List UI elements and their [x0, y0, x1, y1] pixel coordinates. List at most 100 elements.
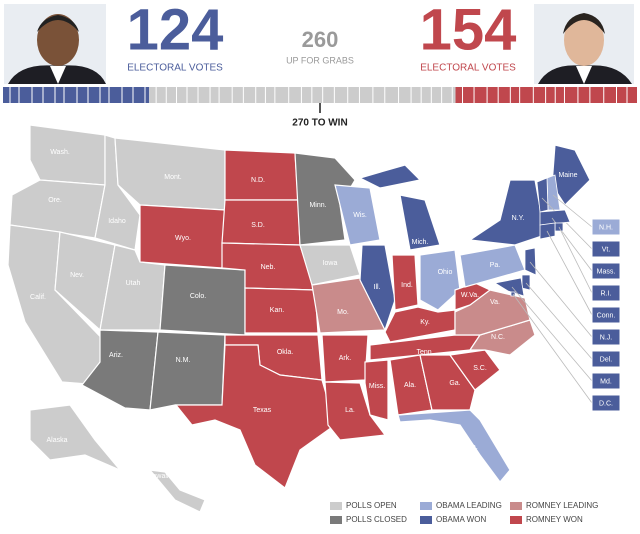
legend-swatch [510, 502, 522, 510]
state-label: Conn. [597, 312, 616, 319]
legend-label: ROMNEY WON [526, 515, 583, 524]
state-label: Ark. [339, 355, 352, 362]
state-label: Calif. [30, 294, 46, 301]
state-shape [384, 306, 456, 343]
callout-box [591, 218, 621, 236]
callout-line [546, 230, 593, 316]
state-label: Ga. [449, 380, 460, 387]
state-shape [148, 469, 206, 513]
state-label: W.Va. [461, 292, 479, 299]
state-label: Iowa [323, 260, 338, 267]
state-label: Utah [126, 280, 141, 287]
state-label: Ariz. [109, 352, 123, 359]
undecided-votes: 260 [302, 27, 339, 52]
state-shape [334, 184, 381, 246]
state-label: Wyo. [175, 235, 191, 242]
state-label: N.C. [491, 334, 505, 341]
callout-box [591, 284, 621, 302]
state-label: Wis. [353, 212, 367, 219]
state-label: Colo. [190, 293, 206, 300]
callout-box [591, 328, 621, 346]
legend-label: ROMNEY LEADING [526, 501, 598, 510]
legend-swatch [330, 502, 342, 510]
state-label: Ind. [401, 282, 413, 289]
state-shape [224, 149, 299, 201]
callout-box [591, 306, 621, 324]
state-label: S.C. [473, 365, 487, 372]
state-shape [399, 194, 441, 251]
legend-label: POLLS CLOSED [346, 515, 407, 524]
legend: POLLS OPEN POLLS CLOSED OBAMA LEADING OBAMA… [330, 501, 598, 524]
state-label: N.D. [251, 177, 265, 184]
state-label: Wash. [50, 149, 70, 156]
callout-line [525, 282, 593, 360]
state-shape [524, 247, 537, 276]
callout-box [591, 262, 621, 280]
obama-votes-label: ELECTORAL VOTES [127, 63, 223, 74]
state-label: La. [345, 407, 355, 414]
state-label: Maine [558, 172, 577, 179]
state-label: Mass. [597, 268, 616, 275]
state-shape [159, 264, 246, 336]
obama-portrait [4, 4, 106, 84]
state-label: Ore. [48, 197, 62, 204]
bar-segment [3, 87, 150, 103]
state-shape [364, 359, 389, 421]
state-label: Va. [490, 299, 500, 306]
state-shape [391, 254, 419, 311]
state-label: S.D. [251, 222, 265, 229]
callout-line [558, 226, 593, 294]
state-shape [174, 344, 336, 489]
state-label: Miss. [369, 383, 385, 390]
state-label: Ill. [374, 284, 381, 291]
state-shape [397, 409, 511, 483]
romney-votes: 154 [420, 0, 517, 62]
legend-swatch [420, 516, 432, 524]
legend-label: OBAMA WON [436, 515, 486, 524]
state-shape [358, 164, 422, 189]
bar-segment [149, 87, 456, 103]
state-label: Mo. [337, 309, 349, 316]
state-label: Hawaii [147, 473, 168, 480]
state-shape [419, 354, 476, 411]
state-label: Md. [600, 378, 612, 385]
state-shape [29, 404, 121, 471]
callout-box [591, 350, 621, 368]
state-shape [536, 177, 549, 213]
legend-swatch [420, 502, 432, 510]
state-label: Ky. [420, 319, 430, 326]
state-label: Idaho [108, 218, 126, 225]
state-label: Mont. [164, 174, 182, 181]
state-label: N.J. [600, 334, 613, 341]
state-label: Kan. [270, 307, 284, 314]
state-shape [324, 381, 387, 441]
state-label: Tenn. [416, 349, 433, 356]
state-label: N.Y. [512, 215, 525, 222]
state-label: Ohio [438, 269, 453, 276]
state-shape [521, 274, 531, 291]
bar-segment [455, 87, 637, 103]
legend-label: OBAMA LEADING [436, 501, 502, 510]
state-label: Pa. [490, 262, 501, 269]
legend-label: POLLS OPEN [346, 501, 397, 510]
state-label: R.I. [601, 290, 612, 297]
to-win-label: 270 TO WIN [292, 118, 347, 129]
state-shape [493, 277, 525, 297]
state-shape [448, 349, 501, 391]
legend-swatch [510, 516, 522, 524]
romney-portrait [534, 4, 634, 84]
callout-line [512, 293, 593, 404]
callout-box [591, 394, 621, 412]
state-label: Minn. [309, 202, 326, 209]
state-shape [419, 249, 461, 311]
small-states: N.H. Vt. Mass. R.I. Conn. N.J. Del. Md. D.C. [493, 174, 621, 412]
states: Wash. Ore. Calif. Nev. Idaho Mont. Wyo. Utah Col… [7, 124, 591, 513]
state-label: Fla. [466, 444, 478, 451]
state-shape [539, 209, 571, 226]
state-label: Ala. [404, 382, 416, 389]
romney-votes-label: ELECTORAL VOTES [420, 63, 516, 74]
state-shape [244, 287, 319, 334]
callout-box [591, 372, 621, 390]
